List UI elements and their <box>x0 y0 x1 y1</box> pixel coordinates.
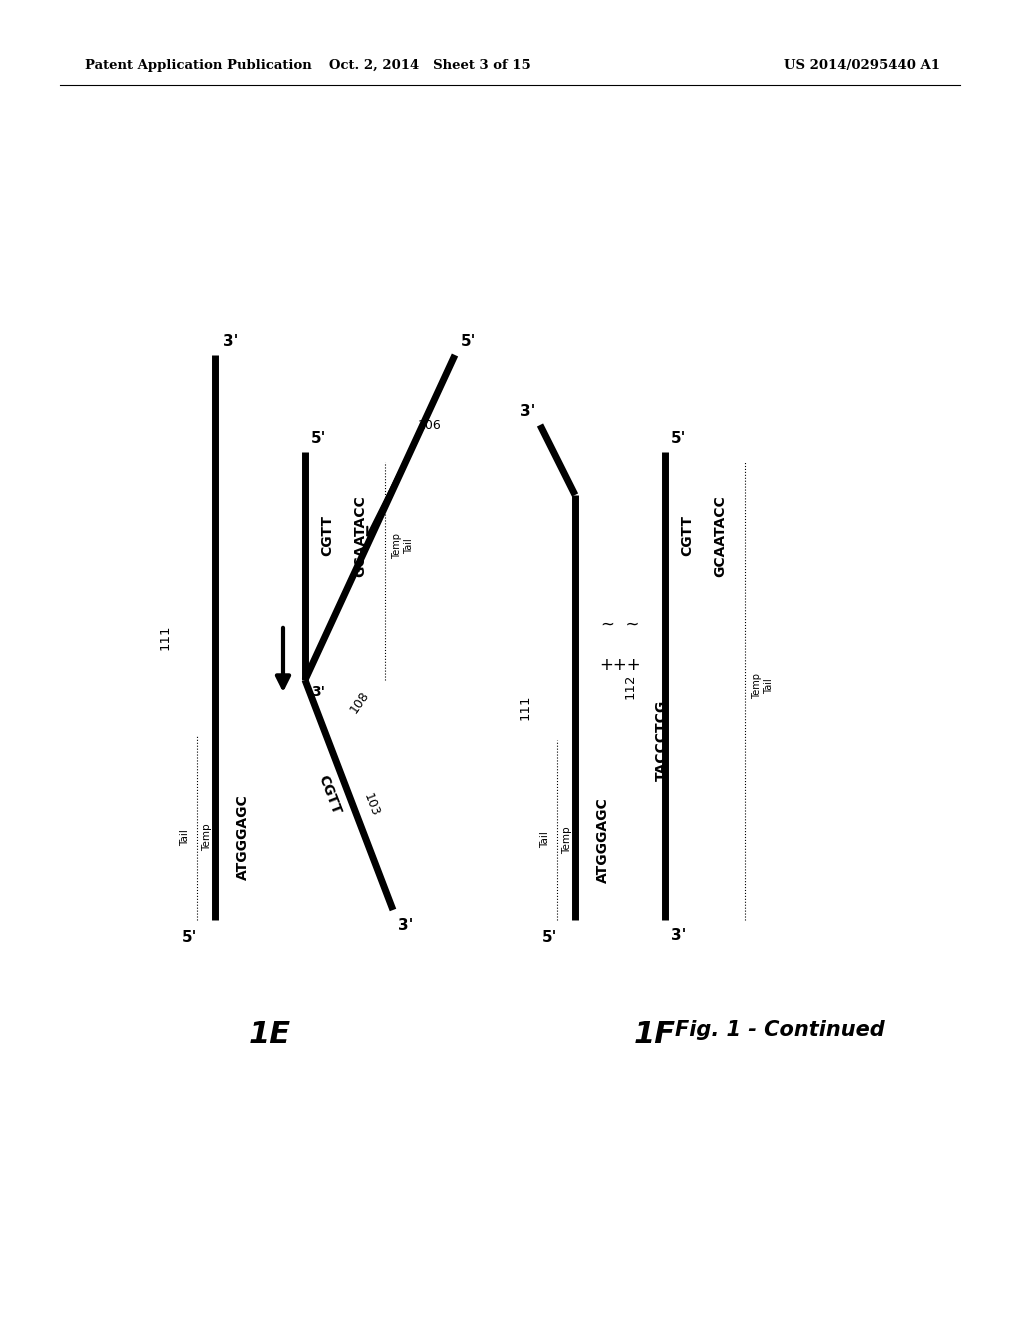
Text: +++: +++ <box>599 656 641 675</box>
Text: ATGGGAGC: ATGGGAGC <box>236 795 250 880</box>
Text: TACCCTCG: TACCCTCG <box>655 700 669 780</box>
Text: 103: 103 <box>360 792 381 818</box>
Text: CGTT: CGTT <box>315 774 343 817</box>
Text: 5': 5' <box>311 432 327 446</box>
Text: 3': 3' <box>671 928 686 942</box>
Text: 111: 111 <box>159 624 171 651</box>
Text: 5': 5' <box>461 334 476 348</box>
Text: Temp: Temp <box>562 826 572 854</box>
Text: ~  ~: ~ ~ <box>601 616 639 634</box>
Text: 5': 5' <box>181 931 197 945</box>
Text: GCAATACC: GCAATACC <box>713 495 727 577</box>
Text: CGTT: CGTT <box>319 516 334 557</box>
Text: 106: 106 <box>418 418 441 432</box>
Text: 3': 3' <box>311 685 325 700</box>
Text: Tail: Tail <box>404 539 414 554</box>
Text: Oct. 2, 2014   Sheet 3 of 15: Oct. 2, 2014 Sheet 3 of 15 <box>329 58 530 71</box>
Text: Fig. 1 - Continued: Fig. 1 - Continued <box>675 1020 885 1040</box>
Text: 111: 111 <box>518 694 531 721</box>
Text: US 2014/0295440 A1: US 2014/0295440 A1 <box>784 58 940 71</box>
Text: 1E: 1E <box>249 1020 291 1049</box>
Text: 3': 3' <box>223 334 239 348</box>
Text: 5': 5' <box>542 931 557 945</box>
Text: 108: 108 <box>348 689 372 715</box>
Text: 1F: 1F <box>634 1020 676 1049</box>
Text: 3': 3' <box>519 404 535 418</box>
Text: 5': 5' <box>671 432 686 446</box>
Text: ATGGGAGC: ATGGGAGC <box>596 797 610 883</box>
Text: Tail: Tail <box>764 678 774 694</box>
Text: Tail: Tail <box>180 829 190 846</box>
Text: 3': 3' <box>398 917 414 933</box>
Text: 112: 112 <box>624 673 637 698</box>
Text: Tail: Tail <box>540 832 550 849</box>
Text: Patent Application Publication: Patent Application Publication <box>85 58 311 71</box>
Text: Temp: Temp <box>202 824 212 851</box>
Text: CGTT: CGTT <box>680 516 694 557</box>
Text: Temp: Temp <box>752 673 762 700</box>
Text: Temp: Temp <box>392 533 402 558</box>
Text: GCAATACC: GCAATACC <box>353 495 367 577</box>
